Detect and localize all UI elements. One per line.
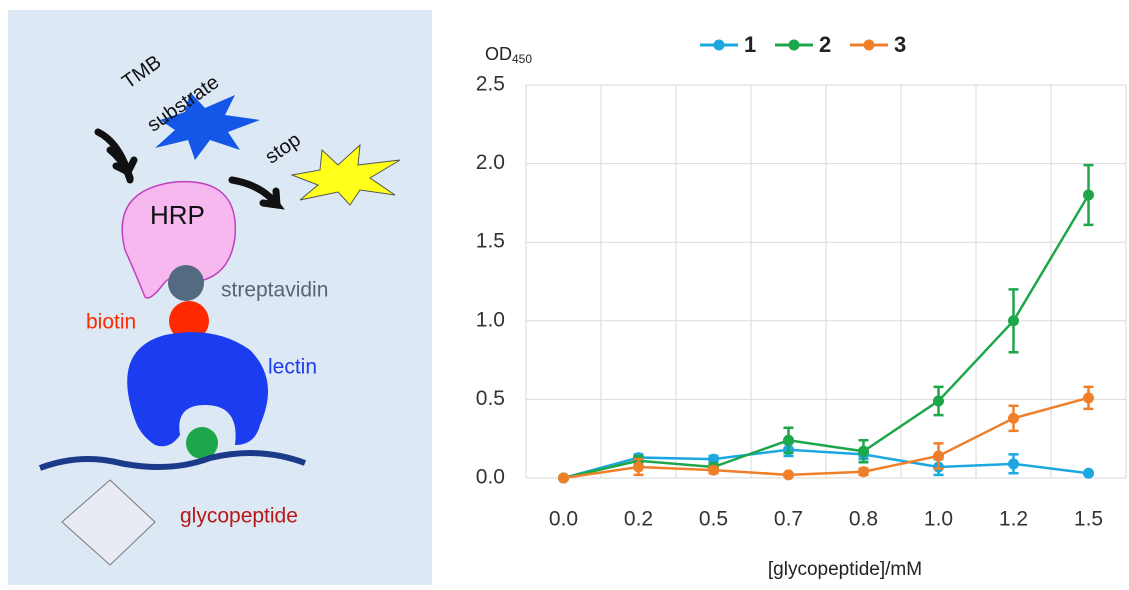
diagram-label: HRP (150, 200, 205, 230)
y-axis-label-subscript: 450 (512, 52, 532, 66)
biotin-shape (169, 301, 209, 341)
x-axis-label: [glycopeptide]/mM (768, 559, 922, 580)
data-point (1008, 412, 1019, 424)
y-tick-label: 1.0 (476, 308, 505, 331)
diagram-background (8, 10, 432, 585)
data-point (708, 464, 719, 476)
streptavidin-shape (168, 265, 204, 301)
data-point (858, 445, 869, 457)
x-tick-label: 0.8 (849, 508, 878, 531)
data-point (933, 450, 944, 462)
legend-marker (788, 39, 800, 51)
data-point (1083, 467, 1094, 479)
x-tick-label: 0.0 (549, 508, 578, 531)
diagram-label: glycopeptide (180, 505, 298, 528)
hrp-shape (121, 180, 237, 299)
x-tick-label: 0.7 (774, 508, 803, 531)
y-tick-label: 2.5 (476, 73, 505, 96)
y-axis-label: OD450 (485, 44, 532, 66)
data-point (933, 395, 944, 407)
data-point (708, 453, 719, 465)
y-tick-label: 1.5 (476, 230, 505, 253)
x-tick-label: 0.2 (624, 508, 653, 531)
lectin-shape (127, 332, 268, 447)
legend-marker (863, 39, 875, 51)
y-axis-label-text: OD (485, 44, 512, 64)
x-tick-label: 1.5 (1074, 508, 1103, 531)
y-tick-label: 0.0 (476, 466, 505, 489)
data-point (783, 434, 794, 446)
substrate-star (155, 92, 260, 160)
data-point (1008, 315, 1019, 327)
series-line (563, 194, 1090, 480)
data-point (1083, 189, 1094, 201)
data-point (858, 466, 869, 478)
x-tick-label: 0.5 (699, 508, 728, 531)
diagram: TMB substrate stop HRP streptavidin biot… (8, 10, 432, 585)
arrow (94, 128, 138, 184)
data-point (558, 472, 569, 484)
data-point (633, 461, 644, 473)
y-tick-label: 2.0 (476, 151, 505, 174)
peptide-chain (38, 450, 307, 471)
x-tick-label: 1.2 (999, 508, 1028, 531)
data-point (1008, 458, 1019, 470)
x-tick-label: 1.0 (924, 508, 953, 531)
diagram-label: biotin (86, 311, 136, 334)
diagram-label: streptavidin (221, 279, 328, 302)
glycan-shape (186, 427, 218, 459)
diagram-label: lectin (268, 356, 317, 379)
legend-label: 3 (894, 32, 906, 57)
data-point (1083, 392, 1094, 404)
series-line (563, 396, 1089, 480)
arrow (228, 176, 285, 210)
data-point (783, 469, 794, 481)
chart: OD450 [glycopeptide]/mM 0.0 0.5 1.0 1.5 2.0 2… (476, 32, 1127, 580)
series-line (563, 448, 1089, 480)
legend-label: 2 (819, 32, 831, 57)
surface (61, 479, 156, 566)
y-tick-label: 0.5 (476, 387, 505, 410)
legend-marker (713, 39, 725, 51)
legend-label: 1 (744, 32, 756, 57)
product-star (290, 143, 401, 206)
